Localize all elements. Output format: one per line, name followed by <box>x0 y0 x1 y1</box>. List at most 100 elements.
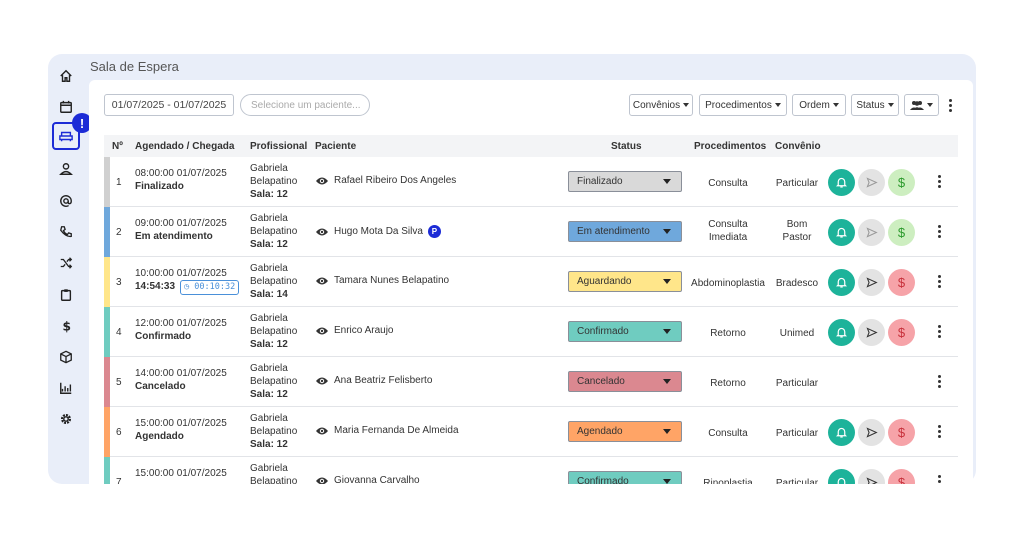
notify-button[interactable] <box>828 219 855 246</box>
payment-button[interactable]: $ <box>888 469 915 484</box>
eye-icon[interactable] <box>315 276 329 286</box>
status-select-value: Confirmado <box>577 476 629 484</box>
insurance-line-1: Bradesco <box>775 278 819 289</box>
send-button[interactable] <box>858 469 885 484</box>
sidebar-notification-badge: ! <box>72 113 92 133</box>
row-number: 3 <box>116 277 122 288</box>
sidebar-item-cube[interactable] <box>53 345 79 369</box>
procedure-cell: Consulta Imediata <box>686 218 770 244</box>
sidebar-item-calendar[interactable] <box>53 95 79 119</box>
payment-button[interactable]: $ <box>888 219 915 246</box>
row-more-icon[interactable] <box>936 275 942 288</box>
send-button[interactable] <box>858 269 885 296</box>
eye-icon[interactable] <box>315 176 329 186</box>
at-icon <box>60 195 72 207</box>
professional-last-name: Belapatino <box>250 376 298 387</box>
convenios-label: Convênios <box>632 99 681 111</box>
professional-cell: Gabriela Belapatino Sala: 12 <box>250 212 297 251</box>
patient-name[interactable]: Rafael Ribeiro Dos Angeles <box>334 175 457 186</box>
status-select[interactable]: Cancelado <box>568 371 682 392</box>
sidebar-item-at[interactable] <box>53 189 79 213</box>
schedule-cell: 15:00:00 01/07/2025 Agendado <box>135 417 227 443</box>
procedure-cell: Consulta <box>686 427 770 440</box>
status-select[interactable]: Confirmado <box>568 321 682 342</box>
row-more-icon[interactable] <box>936 475 942 484</box>
professional-first-name: Gabriela <box>250 313 288 324</box>
eye-icon[interactable] <box>315 326 329 336</box>
patient-name[interactable]: Giovanna Carvalho <box>334 475 420 484</box>
professional-cell: Gabriela Belapatino Sala: 12 <box>250 362 297 401</box>
sidebar-item-gear[interactable] <box>53 407 79 431</box>
status-select[interactable]: Confirmado <box>568 471 682 484</box>
professional-first-name: Gabriela <box>250 363 288 374</box>
dropdown-arrow-icon <box>663 229 671 234</box>
row-more-icon[interactable] <box>936 175 942 188</box>
sidebar-item-user[interactable] <box>53 157 79 181</box>
insurance-line-1: Particular <box>775 428 819 439</box>
professional-last-name: Belapatino <box>250 276 298 287</box>
procedure-line-1: Retorno <box>710 378 746 389</box>
row-more-icon[interactable] <box>936 325 942 338</box>
notify-button[interactable] <box>828 419 855 446</box>
procedimentos-filter-button[interactable]: Procedimentos <box>699 94 787 116</box>
procedure-cell: Retorno <box>686 327 770 340</box>
eye-icon[interactable] <box>315 227 329 237</box>
status-select[interactable]: Finalizado <box>568 171 682 192</box>
patient-name[interactable]: Maria Fernanda De Almeida <box>334 425 459 436</box>
professional-cell: Gabriela Belapatino Sala: 12 <box>250 412 297 451</box>
col-num: Nº <box>112 141 123 152</box>
page-title: Sala de Espera <box>90 59 179 74</box>
col-agendado: Agendado / Chegada <box>135 141 235 152</box>
payment-button[interactable]: $ <box>888 419 915 446</box>
insurance-cell: Particular <box>768 377 826 390</box>
schedule-cell: 08:00:00 01/07/2025 Finalizado <box>135 167 227 193</box>
procedure-line-1: Retorno <box>710 328 746 339</box>
send-button[interactable] <box>858 219 885 246</box>
sidebar-item-home[interactable] <box>53 64 79 88</box>
notify-button[interactable] <box>828 269 855 296</box>
status-select[interactable]: Em atendimento <box>568 221 682 242</box>
status-label: Status <box>856 99 885 111</box>
convenios-filter-button[interactable]: Convênios <box>629 94 693 116</box>
toolbar-more-icon[interactable] <box>947 99 953 112</box>
patient-name[interactable]: Tamara Nunes Belapatino <box>334 275 450 286</box>
insurance-cell: Particular <box>768 477 826 484</box>
bell-icon <box>835 427 848 438</box>
send-button[interactable] <box>858 319 885 346</box>
status-select[interactable]: Agendado <box>568 421 682 442</box>
payment-button[interactable]: $ <box>888 169 915 196</box>
caret-down-icon <box>927 103 933 107</box>
row-more-icon[interactable] <box>936 425 942 438</box>
sidebar-item-dollar[interactable]: $ <box>53 314 79 338</box>
payment-button[interactable]: $ <box>888 269 915 296</box>
room-label: Sala: 12 <box>250 439 288 450</box>
sidebar-item-clipboard[interactable] <box>53 283 79 307</box>
notify-button[interactable] <box>828 319 855 346</box>
sidebar-item-chart[interactable] <box>53 376 79 400</box>
group-filter-button[interactable] <box>904 94 939 116</box>
sidebar-item-phone[interactable] <box>53 220 79 244</box>
sidebar-item-shuffle[interactable] <box>53 251 79 275</box>
chart-icon <box>60 382 72 394</box>
row-more-icon[interactable] <box>936 375 942 388</box>
eye-icon[interactable] <box>315 426 329 436</box>
row-more-icon[interactable] <box>936 225 942 238</box>
patient-name[interactable]: Enrico Araujo <box>334 325 394 336</box>
status-filter-button[interactable]: Status <box>851 94 899 116</box>
ordem-filter-button[interactable]: Ordem <box>792 94 846 116</box>
home-icon <box>60 69 72 82</box>
patient-search-input[interactable] <box>240 94 370 116</box>
send-button[interactable] <box>858 169 885 196</box>
patient-name[interactable]: Ana Beatriz Felisberto <box>334 375 433 386</box>
notify-button[interactable] <box>828 169 855 196</box>
col-paciente: Paciente <box>315 141 357 152</box>
notify-button[interactable] <box>828 469 855 484</box>
status-select[interactable]: Aguardando <box>568 271 682 292</box>
send-button[interactable] <box>858 419 885 446</box>
sidebar-item-sofa[interactable] <box>52 122 80 150</box>
payment-button[interactable]: $ <box>888 319 915 346</box>
date-range-input[interactable]: 01/07/2025 - 01/07/2025 <box>104 94 234 116</box>
patient-name[interactable]: Hugo Mota Da Silva <box>334 226 423 237</box>
eye-icon[interactable] <box>315 476 329 485</box>
eye-icon[interactable] <box>315 376 329 386</box>
